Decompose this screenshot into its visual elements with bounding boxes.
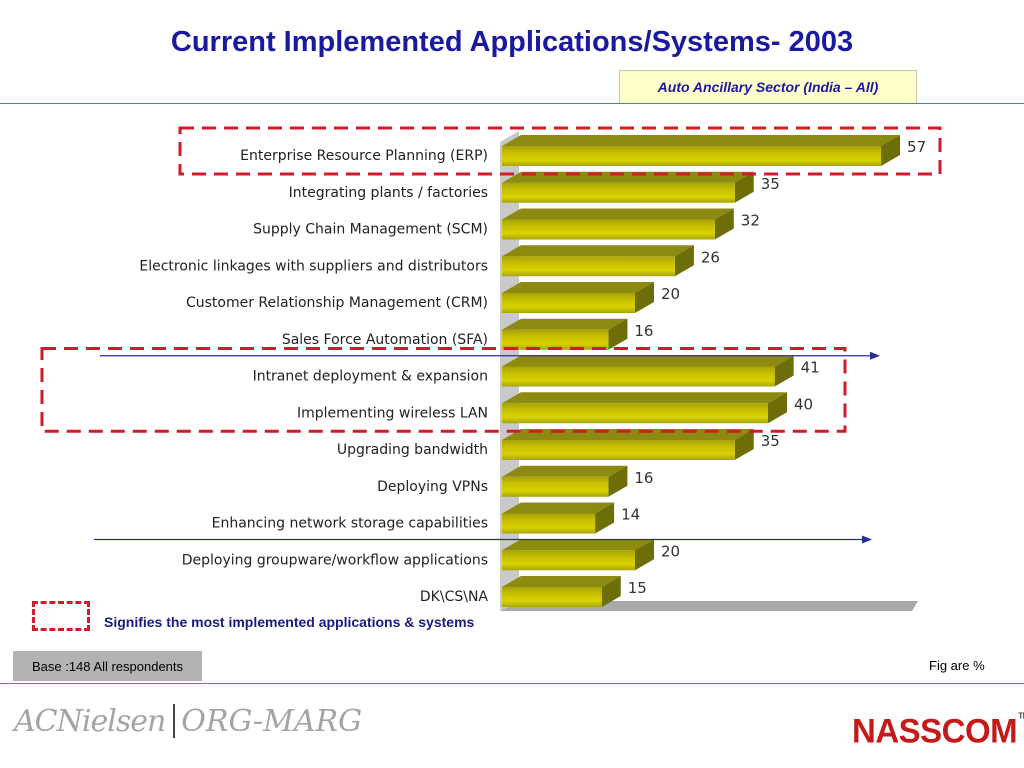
bar-side-face	[601, 576, 621, 607]
base-note-box: Base :148 All respondents	[13, 651, 202, 681]
bar-side-face	[768, 392, 787, 424]
bar-top-face	[502, 318, 628, 330]
category-label: Enterprise Resource Planning (ERP)	[240, 148, 488, 164]
category-label: Electronic linkages with suppliers and d…	[139, 258, 488, 274]
bar-side-face	[774, 355, 794, 387]
bar-value-label: 35	[761, 432, 780, 450]
bar-side-face	[881, 135, 901, 166]
bar-top-face	[502, 355, 794, 367]
bar-value-label: 26	[701, 248, 720, 266]
bar-top-face	[502, 392, 787, 404]
bar	[502, 513, 596, 534]
highlight-dashed-box	[40, 347, 847, 433]
bar-top-face	[502, 502, 615, 514]
bar-top-face	[502, 208, 734, 220]
legend-text: Signifies the most implemented applicati…	[104, 614, 475, 630]
bar	[502, 329, 609, 350]
bar-side-face	[734, 171, 754, 203]
bar-side-face	[734, 429, 754, 460]
trademark-mark: TM	[1018, 711, 1024, 721]
category-label: Deploying groupware/workflow application…	[182, 552, 488, 568]
bar-value-label: 32	[741, 212, 760, 230]
bar	[502, 550, 635, 571]
bar-value-label: 15	[628, 579, 647, 597]
nasscom-logo: NASSCOMTM	[852, 711, 1024, 751]
subtitle-text: Auto Ancillary Sector (India – All)	[657, 79, 879, 95]
bar	[502, 256, 675, 277]
partner-logo-suffix: ORG-MARG	[181, 703, 363, 739]
bar-value-label: 20	[661, 542, 680, 560]
partner-logo: ACNielsen ORG-MARG	[14, 700, 362, 742]
bar-side-face	[635, 282, 654, 313]
bar-chart: 57 Enterprise Resource Planning (ERP) 35 In…	[40, 126, 942, 611]
category-label: Implementing wireless LAN	[297, 405, 488, 421]
divider-arrow-head-icon	[870, 351, 880, 360]
divider-arrow-head-icon	[862, 535, 872, 544]
bar	[502, 440, 735, 460]
nasscom-logo-wordmark: NASSCOM	[852, 711, 1018, 750]
partner-logo-wordmark: ACNielsen	[14, 703, 166, 739]
bar-top-face	[502, 171, 754, 183]
page-title: Current Implemented Applications/Systems…	[170, 26, 854, 58]
bar-top-face	[502, 576, 621, 587]
category-label: Intranet deployment & expansion	[253, 369, 488, 385]
bar-value-label: 40	[794, 395, 813, 413]
bar	[502, 366, 775, 387]
bar	[502, 182, 735, 203]
category-label: Deploying VPNs	[377, 479, 488, 495]
bar-top-face	[502, 539, 654, 551]
bar	[502, 146, 882, 166]
bar-value-label: 16	[634, 469, 653, 487]
bar-value-label: 14	[621, 506, 640, 524]
bar-value-label: 57	[907, 138, 926, 156]
bar-side-face	[635, 539, 654, 571]
base-note-text: Base :148 All respondents	[31, 658, 184, 674]
bar-side-face	[595, 502, 615, 534]
bar	[502, 587, 602, 607]
bar-value-label: 35	[761, 175, 780, 193]
category-label: Sales Force Automation (SFA)	[282, 332, 488, 348]
category-label: Customer Relationship Management (CRM)	[186, 295, 488, 311]
bar	[502, 219, 715, 240]
category-label: DK\CS\NA	[420, 589, 489, 605]
bar-top-face	[502, 465, 628, 477]
bar	[502, 403, 768, 424]
subtitle-box: Auto Ancillary Sector (India – All)	[619, 70, 917, 104]
bar-value-label: 16	[634, 322, 653, 340]
category-label: Upgrading bandwidth	[337, 442, 488, 458]
highlight-dashed-box	[178, 126, 942, 176]
category-label: Supply Chain Management (SCM)	[253, 222, 488, 238]
bar-side-face	[674, 245, 694, 277]
bar-side-face	[608, 318, 628, 350]
bar	[502, 476, 609, 497]
figure-unit-note: Fig are %	[929, 658, 985, 673]
top-divider-line	[0, 103, 1024, 104]
bar-top-face	[502, 282, 654, 293]
bar-top-face	[502, 135, 901, 146]
category-label: Enhancing network storage capabilities	[212, 516, 488, 532]
bottom-divider-line	[0, 683, 1024, 684]
bar-value-label: 41	[801, 359, 820, 377]
bar-side-face	[714, 208, 734, 240]
bar-side-face	[608, 465, 628, 497]
bar-value-label: 20	[661, 285, 680, 303]
bar-top-face	[502, 245, 694, 257]
category-label: Integrating plants / factories	[289, 185, 488, 201]
legend-dashed-box-icon	[32, 601, 90, 631]
bar	[502, 293, 635, 313]
partner-logo-separator	[173, 704, 176, 738]
